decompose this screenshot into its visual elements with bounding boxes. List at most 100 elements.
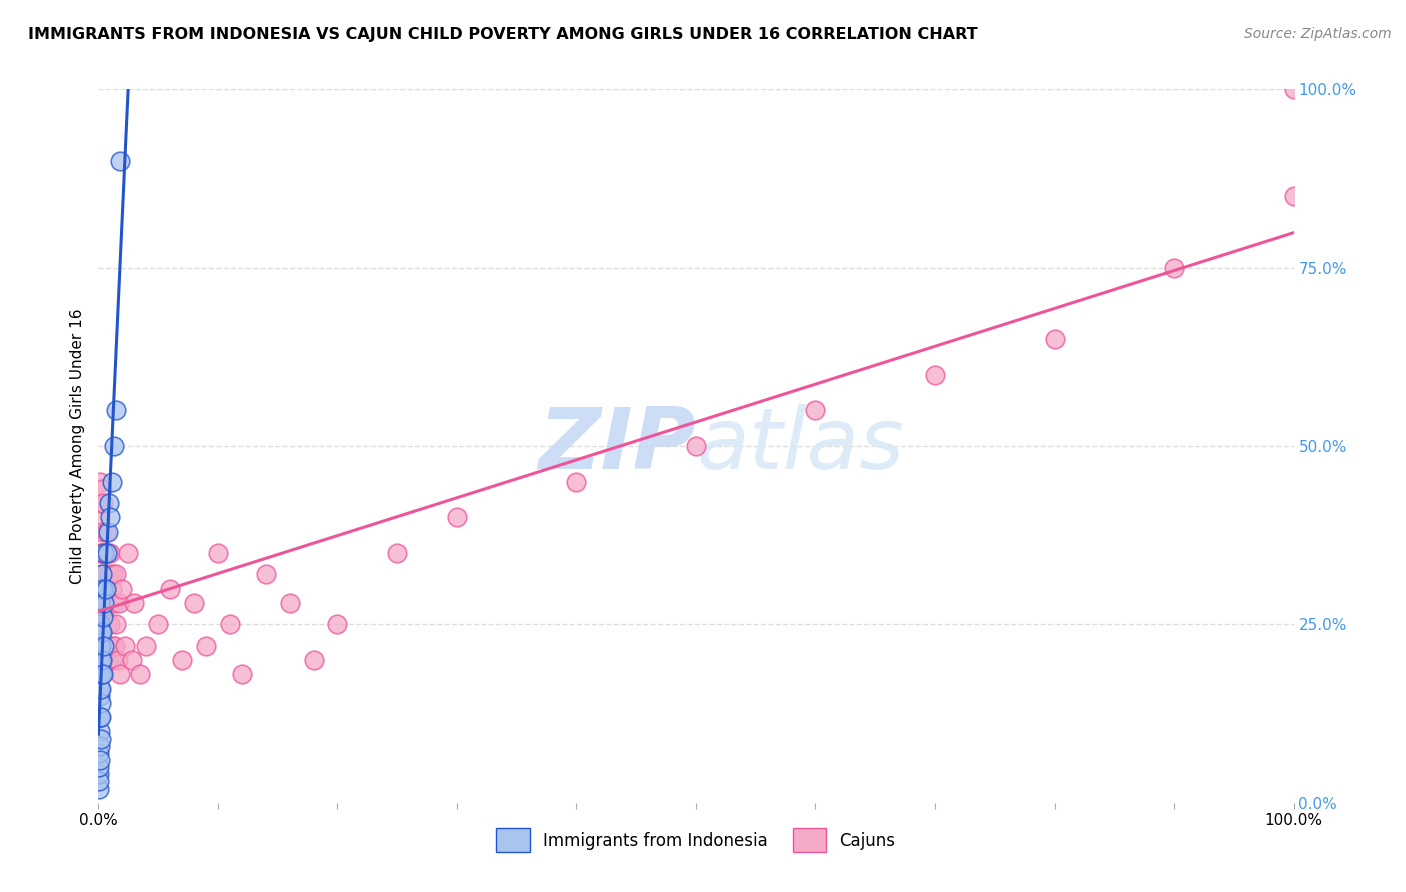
Point	[100, 475, 122, 489]
Point	[121, 653, 143, 667]
Point	[90, 582, 112, 596]
Point	[98, 510, 122, 524]
Point	[93, 610, 115, 624]
Point	[195, 639, 218, 653]
Point	[117, 546, 139, 560]
Point	[98, 496, 121, 510]
Point	[183, 596, 205, 610]
Point	[93, 546, 115, 560]
Point	[91, 667, 114, 681]
Point	[91, 567, 114, 582]
Point	[90, 696, 112, 710]
Point	[446, 510, 468, 524]
Point	[91, 546, 114, 560]
Legend: Immigrants from Indonesia, Cajuns: Immigrants from Indonesia, Cajuns	[489, 822, 903, 859]
Point	[924, 368, 946, 382]
Point	[100, 653, 122, 667]
Y-axis label: Child Poverty Among Girls Under 16: Child Poverty Among Girls Under 16	[69, 309, 84, 583]
Point	[100, 582, 122, 596]
Point	[108, 667, 131, 681]
Point	[105, 403, 128, 417]
Point	[219, 617, 242, 632]
Point	[101, 567, 124, 582]
Point	[91, 624, 114, 639]
Point	[90, 710, 112, 724]
Point	[89, 653, 111, 667]
Point	[91, 639, 114, 653]
Point	[107, 653, 129, 667]
Point	[94, 524, 117, 539]
Point	[385, 546, 409, 560]
Point	[105, 617, 128, 632]
Point	[159, 582, 181, 596]
Point	[104, 639, 127, 653]
Point	[105, 567, 128, 582]
Point	[98, 639, 121, 653]
Point	[1282, 82, 1305, 96]
Point	[89, 639, 111, 653]
Point	[89, 774, 111, 789]
Point	[108, 153, 131, 168]
Point	[90, 681, 112, 696]
Point	[90, 624, 112, 639]
Point	[97, 524, 120, 539]
Point	[97, 653, 120, 667]
Text: ZIP: ZIP	[538, 404, 696, 488]
Point	[91, 596, 114, 610]
Point	[1163, 260, 1185, 275]
Point	[89, 724, 111, 739]
Point	[98, 567, 121, 582]
Point	[89, 667, 111, 681]
Point	[90, 667, 112, 681]
Text: atlas: atlas	[696, 404, 904, 488]
Point	[90, 731, 112, 746]
Point	[96, 546, 118, 560]
Point	[207, 546, 229, 560]
Point	[89, 475, 111, 489]
Point	[231, 667, 253, 681]
Point	[90, 653, 112, 667]
Point	[96, 617, 118, 632]
Point	[278, 596, 301, 610]
Point	[89, 739, 111, 753]
Point	[685, 439, 707, 453]
Point	[89, 689, 111, 703]
Point	[89, 746, 111, 760]
Point	[97, 596, 120, 610]
Point	[98, 546, 122, 560]
Point	[565, 475, 588, 489]
Point	[93, 653, 115, 667]
Point	[94, 582, 117, 596]
Point	[124, 596, 146, 610]
Point	[91, 496, 114, 510]
Point	[89, 596, 111, 610]
Point	[93, 596, 115, 610]
Point	[89, 617, 111, 632]
Point	[89, 767, 111, 781]
Point	[89, 546, 111, 560]
Point	[135, 639, 157, 653]
Point	[90, 639, 112, 653]
Point	[103, 596, 125, 610]
Point	[93, 639, 115, 653]
Point	[90, 496, 112, 510]
Point	[91, 567, 114, 582]
Point	[114, 639, 136, 653]
Point	[89, 710, 111, 724]
Point	[89, 667, 111, 681]
Point	[91, 596, 114, 610]
Point	[90, 617, 112, 632]
Point	[91, 482, 114, 496]
Point	[1043, 332, 1066, 346]
Point	[326, 617, 349, 632]
Point	[254, 567, 277, 582]
Point	[96, 546, 118, 560]
Point	[89, 760, 111, 774]
Point	[91, 524, 114, 539]
Point	[94, 639, 117, 653]
Point	[90, 582, 112, 596]
Point	[302, 653, 325, 667]
Point	[97, 546, 120, 560]
Point	[94, 582, 117, 596]
Point	[93, 567, 115, 582]
